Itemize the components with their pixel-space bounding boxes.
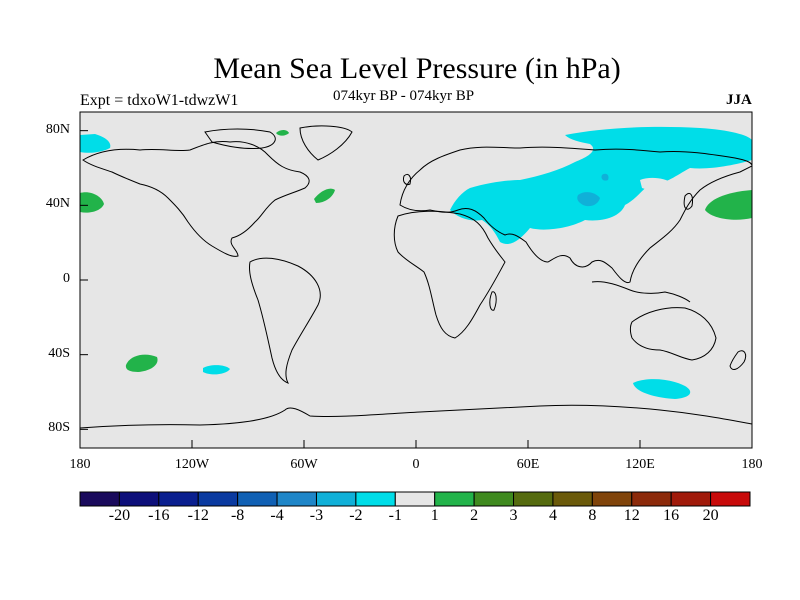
colorbar-label: 16: [663, 507, 680, 524]
colorbar-swatch: [434, 491, 475, 507]
colorbar-swatch: [315, 491, 357, 507]
lon-tick-label: 0: [412, 457, 420, 472]
coast-indonesia: [591, 281, 691, 303]
colorbar-swatch: [276, 491, 317, 507]
colorbar-swatch: [710, 491, 751, 507]
colorbar-swatch: [197, 491, 239, 507]
colorbar-swatch: [355, 491, 396, 507]
lon-tick-label: 180: [69, 457, 91, 472]
lon-tick-label: 180: [741, 457, 763, 472]
anomaly-north-pacific-west: [80, 192, 104, 213]
colorbar-swatch: [631, 491, 672, 507]
lat-tick-label: 40N: [45, 196, 70, 212]
coast-madagascar: [489, 291, 497, 311]
colorbar-label: 4: [548, 507, 557, 524]
anomaly-central-asia-core: [577, 192, 600, 207]
anomaly-greenland-green: [276, 130, 289, 136]
colorbar-swatch: [473, 491, 515, 507]
anomaly-south-pacific-cyan: [203, 365, 230, 375]
colorbar-label: -4: [270, 507, 284, 524]
coast-new-zealand: [729, 350, 747, 370]
axis-ticks: [79, 130, 753, 448]
lat-tick-label: 80N: [45, 121, 70, 137]
colorbar-swatch: [237, 491, 278, 507]
colorbar-swatch: [591, 491, 633, 507]
period-label: 074kyr BP - 074kyr BP: [333, 88, 475, 104]
colorbar-label: -8: [230, 507, 245, 524]
colorbar-swatch: [158, 491, 199, 507]
anomaly-layer: [80, 126, 752, 399]
colorbar-label: 20: [702, 507, 719, 524]
colorbar-swatch: [513, 491, 554, 507]
anomaly-north-atlantic: [314, 188, 335, 203]
coastlines: [79, 125, 753, 429]
coast-africa: [393, 210, 506, 339]
coast-north-america: [82, 141, 310, 257]
experiment-label: Expt = tdxoW1-tdwzW1: [80, 92, 239, 109]
colorbar-label: 3: [509, 507, 518, 524]
lon-tick-label: 60E: [516, 457, 540, 472]
colorbar-label: 12: [623, 507, 640, 524]
colorbar-label: -1: [388, 507, 402, 524]
lat-tick-label: 80S: [48, 420, 70, 436]
anomaly-southern-ocean-cyan: [633, 379, 691, 399]
coast-south-america: [249, 257, 321, 384]
lon-tick-label: 120W: [174, 457, 210, 472]
colorbar-label: -2: [349, 507, 363, 524]
colorbar: [79, 491, 751, 507]
coast-eurasia: [399, 146, 753, 284]
colorbar-label: -12: [187, 507, 209, 524]
colorbar-swatch: [118, 491, 160, 507]
anomaly-central-asia-spot: [601, 173, 609, 181]
anomaly-south-pacific-green: [125, 354, 158, 372]
coast-japan: [683, 192, 693, 210]
colorbar-swatch: [79, 491, 120, 507]
lon-tick-label: 120E: [625, 457, 655, 472]
lat-tick-label: 0: [63, 271, 70, 286]
coast-british-isles: [403, 173, 411, 185]
coast-greenland: [299, 125, 353, 161]
colorbar-swatch: [394, 491, 436, 507]
anomaly-arctic-nw: [80, 134, 111, 153]
anomaly-arctic-eurasia: [450, 126, 752, 245]
colorbar-swatch: [552, 491, 593, 507]
anomaly-gap: [640, 177, 672, 191]
season-label: JJA: [726, 92, 752, 108]
lon-tick-label: 60W: [290, 457, 318, 472]
anomaly-north-pacific-east: [705, 190, 752, 220]
coast-australia: [630, 307, 717, 361]
page-title: Mean Sea Level Pressure (in hPa): [213, 52, 621, 85]
lat-tick-label: 40S: [48, 345, 70, 361]
colorbar-label: 1: [430, 507, 439, 524]
colorbar-label: -16: [148, 507, 170, 524]
colorbar-label: 8: [588, 507, 597, 524]
colorbar-label: -20: [108, 507, 131, 524]
coast-antarctica: [79, 404, 753, 429]
colorbar-label: 2: [470, 507, 479, 524]
coast-arctic-islands: [204, 128, 276, 149]
colorbar-swatch: [670, 491, 712, 507]
colorbar-label: -3: [309, 507, 324, 524]
